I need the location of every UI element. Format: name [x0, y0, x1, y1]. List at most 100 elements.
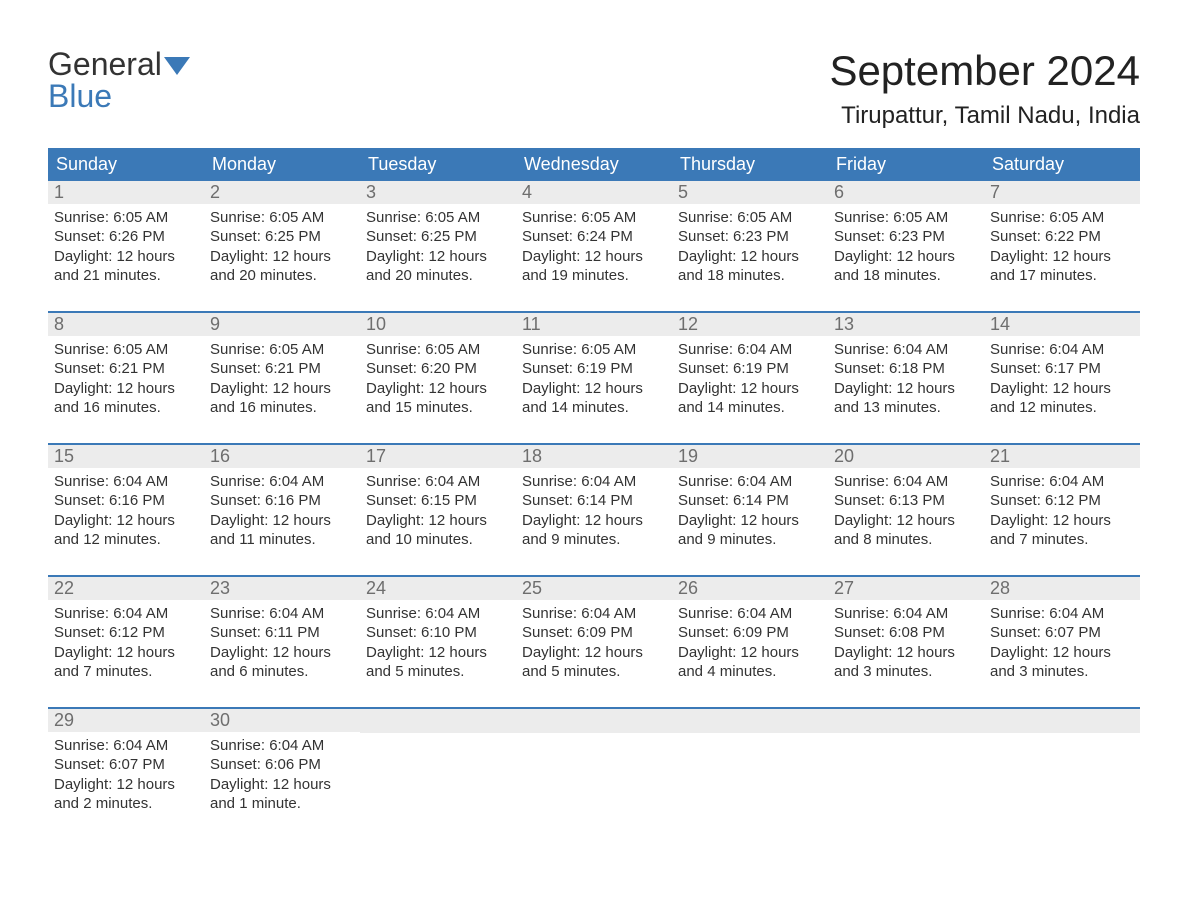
day-number: 25 — [516, 577, 672, 600]
day-number: 10 — [360, 313, 516, 336]
calendar-day-cell: 27Sunrise: 6:04 AMSunset: 6:08 PMDayligh… — [828, 577, 984, 689]
sunrise-text: Sunrise: 6:04 AM — [54, 472, 198, 491]
daylight-line1: Daylight: 12 hours — [210, 511, 354, 530]
daylight-line2: and 2 minutes. — [54, 794, 198, 813]
daylight-line2: and 12 minutes. — [54, 530, 198, 549]
day-number — [828, 709, 984, 733]
daylight-line1: Daylight: 12 hours — [522, 247, 666, 266]
day-number: 14 — [984, 313, 1140, 336]
daylight-line1: Daylight: 12 hours — [522, 643, 666, 662]
day-number: 16 — [204, 445, 360, 468]
calendar-day-cell: 26Sunrise: 6:04 AMSunset: 6:09 PMDayligh… — [672, 577, 828, 689]
day-details: Sunrise: 6:05 AMSunset: 6:22 PMDaylight:… — [984, 204, 1140, 291]
day-details: Sunrise: 6:04 AMSunset: 6:17 PMDaylight:… — [984, 336, 1140, 423]
sunrise-text: Sunrise: 6:04 AM — [678, 604, 822, 623]
day-details: Sunrise: 6:04 AMSunset: 6:18 PMDaylight:… — [828, 336, 984, 423]
sunrise-text: Sunrise: 6:04 AM — [522, 472, 666, 491]
daylight-line2: and 14 minutes. — [678, 398, 822, 417]
sunset-text: Sunset: 6:12 PM — [990, 491, 1134, 510]
day-details: Sunrise: 6:04 AMSunset: 6:16 PMDaylight:… — [48, 468, 204, 555]
calendar-day-cell: 15Sunrise: 6:04 AMSunset: 6:16 PMDayligh… — [48, 445, 204, 557]
day-details: Sunrise: 6:05 AMSunset: 6:21 PMDaylight:… — [204, 336, 360, 423]
day-details: Sunrise: 6:04 AMSunset: 6:07 PMDaylight:… — [984, 600, 1140, 687]
daylight-line2: and 17 minutes. — [990, 266, 1134, 285]
daylight-line2: and 19 minutes. — [522, 266, 666, 285]
calendar-day-cell: 21Sunrise: 6:04 AMSunset: 6:12 PMDayligh… — [984, 445, 1140, 557]
sunrise-text: Sunrise: 6:04 AM — [210, 472, 354, 491]
day-details: Sunrise: 6:04 AMSunset: 6:09 PMDaylight:… — [516, 600, 672, 687]
day-details: Sunrise: 6:04 AMSunset: 6:15 PMDaylight:… — [360, 468, 516, 555]
brand-word-2: Blue — [48, 78, 112, 114]
daylight-line2: and 4 minutes. — [678, 662, 822, 681]
daylight-line2: and 20 minutes. — [210, 266, 354, 285]
day-details: Sunrise: 6:04 AMSunset: 6:09 PMDaylight:… — [672, 600, 828, 687]
calendar-header-cell: Tuesday — [360, 148, 516, 181]
daylight-line1: Daylight: 12 hours — [54, 775, 198, 794]
daylight-line2: and 20 minutes. — [366, 266, 510, 285]
daylight-line2: and 10 minutes. — [366, 530, 510, 549]
sunrise-text: Sunrise: 6:04 AM — [678, 340, 822, 359]
day-number: 26 — [672, 577, 828, 600]
calendar-day-cell: 10 Sunrise: 6:05 AMSunset: 6:20 PMDayligh… — [360, 313, 516, 425]
day-number: 3 — [360, 181, 516, 204]
daylight-line1: Daylight: 12 hours — [678, 643, 822, 662]
daylight-line1: Daylight: 12 hours — [366, 511, 510, 530]
day-details: Sunrise: 6:04 AMSunset: 6:12 PMDaylight:… — [984, 468, 1140, 555]
sunset-text: Sunset: 6:12 PM — [54, 623, 198, 642]
sunrise-text: Sunrise: 6:05 AM — [54, 208, 198, 227]
day-details: Sunrise: 6:04 AMSunset: 6:11 PMDaylight:… — [204, 600, 360, 687]
day-details: Sunrise: 6:04 AMSunset: 6:10 PMDaylight:… — [360, 600, 516, 687]
sunset-text: Sunset: 6:24 PM — [522, 227, 666, 246]
title-block: September 2024 Tirupattur, Tamil Nadu, I… — [829, 48, 1140, 130]
daylight-line2: and 18 minutes. — [834, 266, 978, 285]
calendar-day-cell: 11Sunrise: 6:05 AMSunset: 6:19 PMDayligh… — [516, 313, 672, 425]
daylight-line1: Daylight: 12 hours — [366, 379, 510, 398]
sunset-text: Sunset: 6:14 PM — [522, 491, 666, 510]
sunrise-text: Sunrise: 6:04 AM — [522, 604, 666, 623]
daylight-line1: Daylight: 12 hours — [834, 247, 978, 266]
sunrise-text: Sunrise: 6:04 AM — [366, 604, 510, 623]
day-number: 21 — [984, 445, 1140, 468]
day-number — [360, 709, 516, 733]
daylight-line1: Daylight: 12 hours — [990, 643, 1134, 662]
sunset-text: Sunset: 6:10 PM — [366, 623, 510, 642]
flag-icon — [164, 57, 190, 80]
location-subtitle: Tirupattur, Tamil Nadu, India — [829, 102, 1140, 130]
calendar-header-cell: Sunday — [48, 148, 204, 181]
calendar-day-cell: 2Sunrise: 6:05 AMSunset: 6:25 PMDaylight… — [204, 181, 360, 293]
sunrise-text: Sunrise: 6:05 AM — [366, 340, 510, 359]
calendar-header-row: SundayMondayTuesdayWednesdayThursdayFrid… — [48, 148, 1140, 181]
calendar-empty-cell — [984, 709, 1140, 821]
daylight-line2: and 9 minutes. — [522, 530, 666, 549]
daylight-line1: Daylight: 12 hours — [54, 511, 198, 530]
daylight-line2: and 15 minutes. — [366, 398, 510, 417]
sunrise-text: Sunrise: 6:04 AM — [834, 604, 978, 623]
calendar-day-cell: 22Sunrise: 6:04 AMSunset: 6:12 PMDayligh… — [48, 577, 204, 689]
sunrise-text: Sunrise: 6:04 AM — [54, 604, 198, 623]
day-number: 7 — [984, 181, 1140, 204]
daylight-line2: and 1 minute. — [210, 794, 354, 813]
sunset-text: Sunset: 6:20 PM — [366, 359, 510, 378]
sunrise-text: Sunrise: 6:04 AM — [54, 736, 198, 755]
daylight-line1: Daylight: 12 hours — [210, 379, 354, 398]
calendar-day-cell: 14Sunrise: 6:04 AMSunset: 6:17 PMDayligh… — [984, 313, 1140, 425]
sunrise-text: Sunrise: 6:04 AM — [678, 472, 822, 491]
day-details: Sunrise: 6:04 AMSunset: 6:06 PMDaylight:… — [204, 732, 360, 819]
day-number: 4 — [516, 181, 672, 204]
daylight-line2: and 6 minutes. — [210, 662, 354, 681]
sunset-text: Sunset: 6:09 PM — [522, 623, 666, 642]
brand-word-1: General — [48, 46, 162, 82]
sunset-text: Sunset: 6:23 PM — [678, 227, 822, 246]
calendar-header-cell: Wednesday — [516, 148, 672, 181]
calendar-day-cell: 6Sunrise: 6:05 AMSunset: 6:23 PMDaylight… — [828, 181, 984, 293]
sunrise-text: Sunrise: 6:05 AM — [522, 208, 666, 227]
calendar-week-row: 8Sunrise: 6:05 AMSunset: 6:21 PMDaylight… — [48, 311, 1140, 425]
brand-logo: General Blue — [48, 48, 190, 112]
sunset-text: Sunset: 6:23 PM — [834, 227, 978, 246]
daylight-line2: and 3 minutes. — [834, 662, 978, 681]
day-details: Sunrise: 6:04 AMSunset: 6:12 PMDaylight:… — [48, 600, 204, 687]
calendar-day-cell: 25Sunrise: 6:04 AMSunset: 6:09 PMDayligh… — [516, 577, 672, 689]
day-details: Sunrise: 6:05 AMSunset: 6:24 PMDaylight:… — [516, 204, 672, 291]
daylight-line1: Daylight: 12 hours — [366, 643, 510, 662]
day-number: 18 — [516, 445, 672, 468]
